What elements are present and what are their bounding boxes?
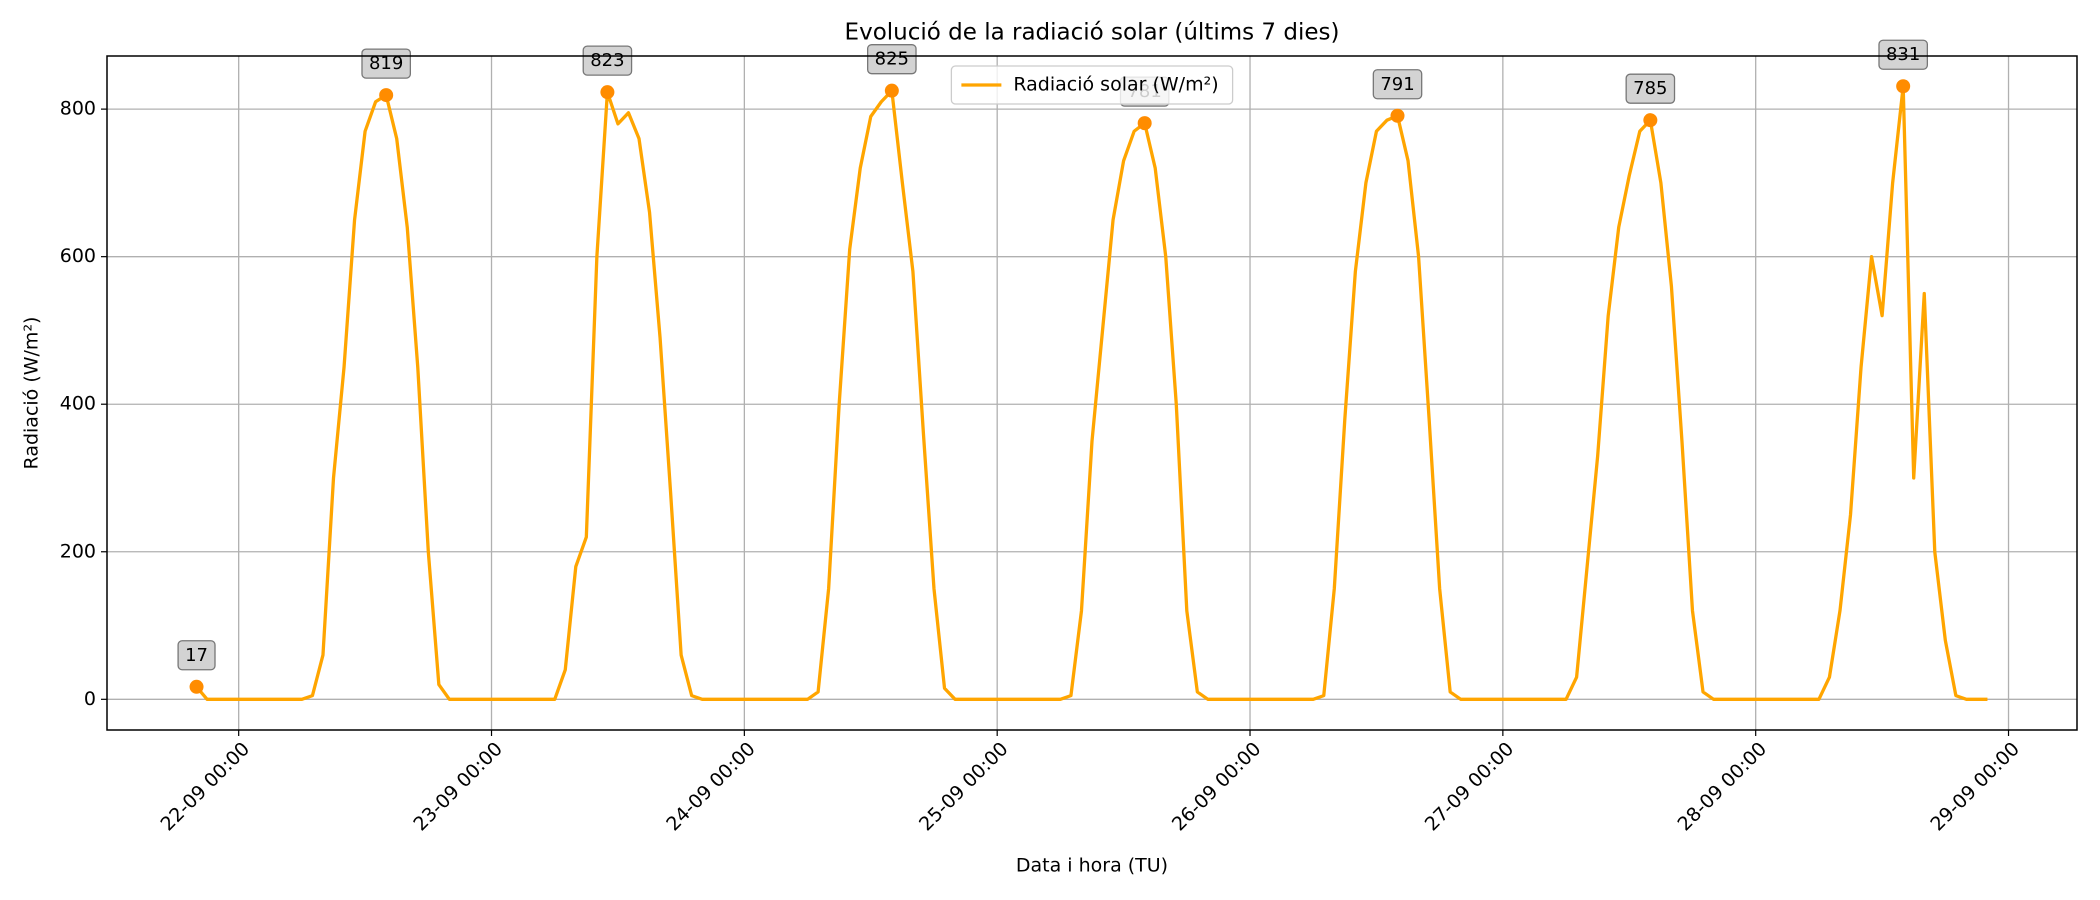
annotation-point — [1137, 116, 1152, 131]
annotation-label: 785 — [1633, 78, 1667, 99]
annotation-label: 823 — [590, 50, 624, 71]
annotation-box — [582, 45, 633, 76]
y-tick-label: 600 — [60, 245, 96, 267]
annotation-point — [1896, 79, 1911, 94]
y-tick-label: 200 — [60, 540, 96, 562]
x-axis-label: Data i hora (TU) — [1016, 855, 1168, 877]
annotation-point — [884, 83, 899, 98]
annotation-box — [1625, 73, 1676, 104]
annotation: 825 — [867, 44, 917, 75]
annotation: 791 — [1372, 69, 1423, 100]
annotation-label: 831 — [1886, 44, 1920, 65]
series-line — [195, 84, 1988, 701]
annotation-point — [189, 679, 204, 694]
plot-frame — [106, 55, 2078, 731]
annotation: 819 — [361, 48, 412, 79]
legend-box — [950, 65, 1234, 105]
annotation: 785 — [1625, 73, 1676, 104]
annotation-box — [1878, 39, 1929, 70]
annotation: 823 — [582, 45, 633, 76]
y-tick-label: 400 — [60, 393, 96, 415]
annotation-box — [1372, 69, 1423, 100]
annotation-point — [600, 85, 615, 100]
annotation-point — [379, 88, 394, 103]
annotation: 17 — [177, 640, 216, 671]
annotation-label: 825 — [875, 49, 909, 70]
chart-title: Evolució de la radiació solar (últims 7 … — [845, 20, 1340, 46]
y-tick-label: 800 — [60, 98, 96, 120]
annotation-box — [867, 44, 917, 75]
annotation-label: 791 — [1380, 74, 1414, 95]
legend-label: Radiació solar (W/m²) — [1013, 74, 1218, 96]
annotation-label: 819 — [369, 53, 403, 74]
annotation-point — [1390, 108, 1405, 123]
annotation: 831 — [1878, 39, 1929, 70]
y-axis-label: Radiació (W/m²) — [21, 317, 43, 470]
annotation-box — [177, 640, 216, 671]
annotation-label: 17 — [185, 645, 208, 666]
annotation-point — [1643, 113, 1658, 128]
y-tick-label: 0 — [84, 688, 96, 710]
legend: Radiació solar (W/m²) — [950, 65, 1234, 105]
